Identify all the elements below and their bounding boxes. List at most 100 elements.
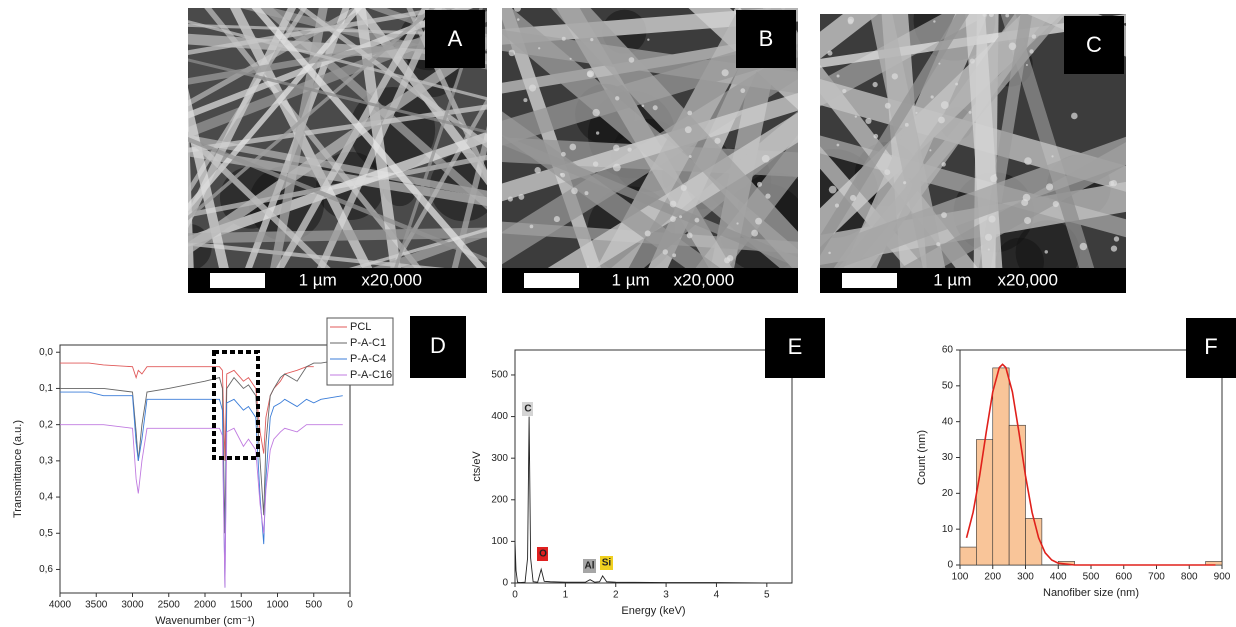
particle [915, 111, 918, 114]
particle [904, 122, 909, 127]
magnification: x20,000 [997, 270, 1058, 289]
y-axis-label: Transmittance (a.u.) [12, 420, 24, 518]
particle [988, 215, 996, 223]
fiber [502, 8, 798, 268]
fiber [820, 181, 1126, 266]
particle [523, 98, 528, 103]
particle [1052, 200, 1059, 208]
particle [836, 74, 840, 78]
particle [560, 172, 566, 178]
particle [941, 212, 947, 218]
x-tick-label: 900 [1214, 572, 1231, 583]
particle [538, 47, 541, 50]
y-tick-label: 200 [491, 494, 508, 505]
y-axis-label: cts/eV [471, 451, 483, 482]
particle [993, 173, 997, 177]
panel-label-box [1064, 16, 1124, 74]
series-line [60, 424, 343, 588]
particle [553, 216, 560, 223]
fiber [550, 8, 798, 268]
particle [847, 18, 854, 25]
fiber [188, 8, 436, 221]
y-tick-label: 0,4 [39, 492, 53, 503]
x-tick-label: 600 [1115, 572, 1132, 583]
particle [613, 144, 620, 152]
particle [891, 73, 898, 80]
particle [1025, 64, 1028, 67]
fiber [820, 14, 990, 107]
fiber [188, 58, 487, 134]
particle [757, 181, 763, 187]
particle [513, 8, 521, 12]
fiber [251, 8, 486, 268]
particle [765, 193, 771, 199]
y-tick-label: 500 [491, 370, 508, 381]
fiber [188, 227, 487, 244]
x-tick-label: 400 [1050, 572, 1067, 583]
particle [1113, 236, 1120, 242]
fiber [767, 8, 798, 52]
particle [1044, 250, 1048, 254]
particle [755, 217, 762, 225]
fiber [353, 8, 487, 186]
particle [987, 248, 990, 251]
y-tick-label: 0,5 [39, 528, 53, 539]
particle [615, 96, 620, 101]
particle [872, 81, 878, 88]
particle [516, 18, 520, 21]
fiber [188, 136, 487, 263]
panel-label: E [788, 334, 803, 359]
scale-bar-label: 1 µm [299, 270, 337, 289]
particle [724, 257, 731, 264]
fiber [869, 14, 946, 268]
x-tick-label: 200 [984, 572, 1001, 583]
y-tick-label: 0 [502, 578, 508, 589]
y-tick-label: 0,0 [39, 347, 53, 358]
particle [644, 230, 651, 237]
fiber [297, 8, 487, 148]
particle [828, 185, 837, 194]
fiber [260, 8, 487, 210]
fiber [188, 154, 487, 218]
annotation-box [522, 402, 533, 416]
particle [836, 143, 840, 147]
particle [1008, 42, 1017, 51]
particle [714, 137, 721, 144]
particle [652, 105, 658, 111]
particle [586, 265, 590, 268]
fiber [188, 104, 487, 153]
annotation: C [524, 404, 531, 415]
particle [670, 216, 676, 222]
particle [641, 104, 645, 107]
particle [508, 49, 516, 57]
fiber [229, 8, 373, 268]
fiber [502, 29, 798, 94]
fiber [188, 8, 297, 229]
histogram-bar [976, 439, 994, 566]
y-tick-label: 30 [942, 452, 954, 463]
annotation: Si [602, 558, 612, 569]
fiber [965, 14, 1003, 268]
fiber [820, 14, 879, 59]
particle [903, 181, 907, 185]
particle [938, 62, 941, 65]
particle [865, 117, 872, 125]
particle [940, 101, 949, 109]
fiber [188, 26, 487, 85]
panel-label: F [1204, 334, 1217, 359]
panel-label: C [1086, 32, 1102, 57]
fiber [188, 87, 229, 268]
scale-bar-label: 1 µm [933, 270, 971, 289]
particle [1024, 216, 1032, 225]
particle [628, 57, 635, 63]
fiber [394, 8, 483, 268]
particle [955, 82, 959, 86]
particle [761, 154, 770, 163]
particle [688, 154, 692, 158]
x-axis-label: Energy (keV) [621, 605, 685, 617]
particle [687, 110, 693, 116]
particle [929, 149, 932, 152]
histogram-bar [1025, 518, 1043, 566]
particle [507, 196, 513, 202]
x-tick-label: 500 [305, 600, 322, 611]
